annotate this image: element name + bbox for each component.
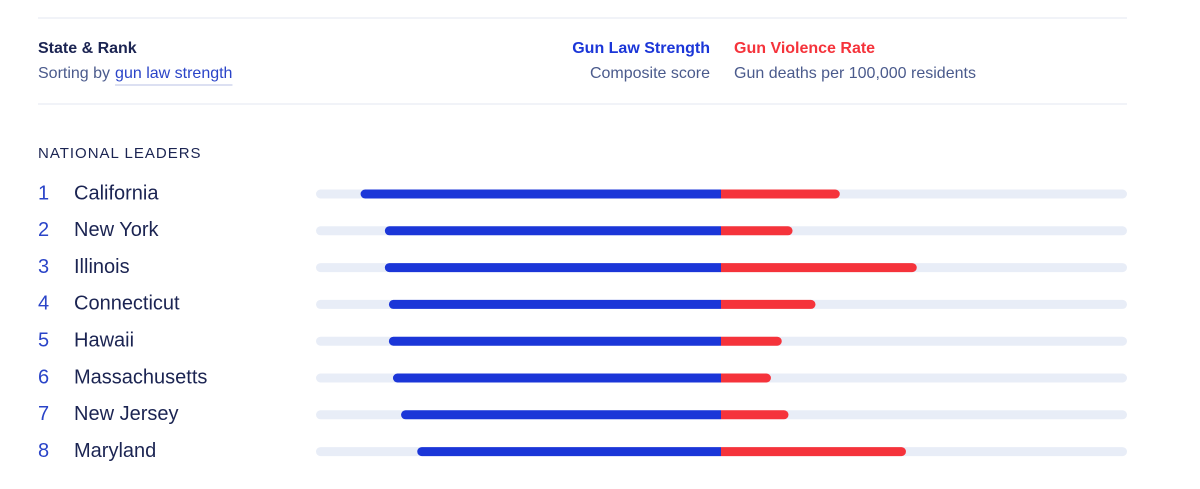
rank: 7 xyxy=(38,403,49,425)
bar xyxy=(721,410,789,420)
state-name: Maryland xyxy=(74,440,156,462)
legend-subtitle: Gun deaths per 100,000 residents xyxy=(734,65,976,82)
rank: 2 xyxy=(38,219,49,241)
bar xyxy=(721,299,816,309)
rank: 5 xyxy=(38,329,49,351)
bar xyxy=(388,299,721,309)
legend-subtitle: Composite score xyxy=(590,65,710,82)
rank: 3 xyxy=(38,256,49,278)
sort-link[interactable]: gun law strength xyxy=(115,65,232,82)
state-name: New York xyxy=(74,219,159,241)
state-name: Illinois xyxy=(74,256,130,278)
state-name: Hawaii xyxy=(74,329,134,351)
rank: 4 xyxy=(38,293,49,315)
header-title: State & Rank xyxy=(38,40,137,57)
rank: 8 xyxy=(38,440,49,462)
bar xyxy=(417,447,721,457)
bar xyxy=(721,189,840,199)
bar xyxy=(401,410,721,420)
bar xyxy=(384,263,721,273)
state-name: New Jersey xyxy=(74,403,178,425)
bar xyxy=(721,263,917,273)
rank: 6 xyxy=(38,366,49,388)
bar xyxy=(721,226,793,236)
legend-entry: Gun Law Strength xyxy=(572,40,710,57)
sort-label: Sorting by xyxy=(38,65,110,82)
state-name: Connecticut xyxy=(74,293,180,315)
group-title: NATIONAL LEADERS xyxy=(38,145,202,162)
bar xyxy=(388,336,721,346)
state-name: Massachusetts xyxy=(74,366,207,388)
state-name: California xyxy=(74,182,159,204)
bar xyxy=(360,189,721,199)
rank: 1 xyxy=(38,182,49,204)
bar xyxy=(721,373,771,383)
bar xyxy=(721,447,906,457)
bar xyxy=(721,336,782,346)
legend-entry: Gun Violence Rate xyxy=(734,40,875,57)
bar xyxy=(392,373,721,383)
bar xyxy=(384,226,721,236)
